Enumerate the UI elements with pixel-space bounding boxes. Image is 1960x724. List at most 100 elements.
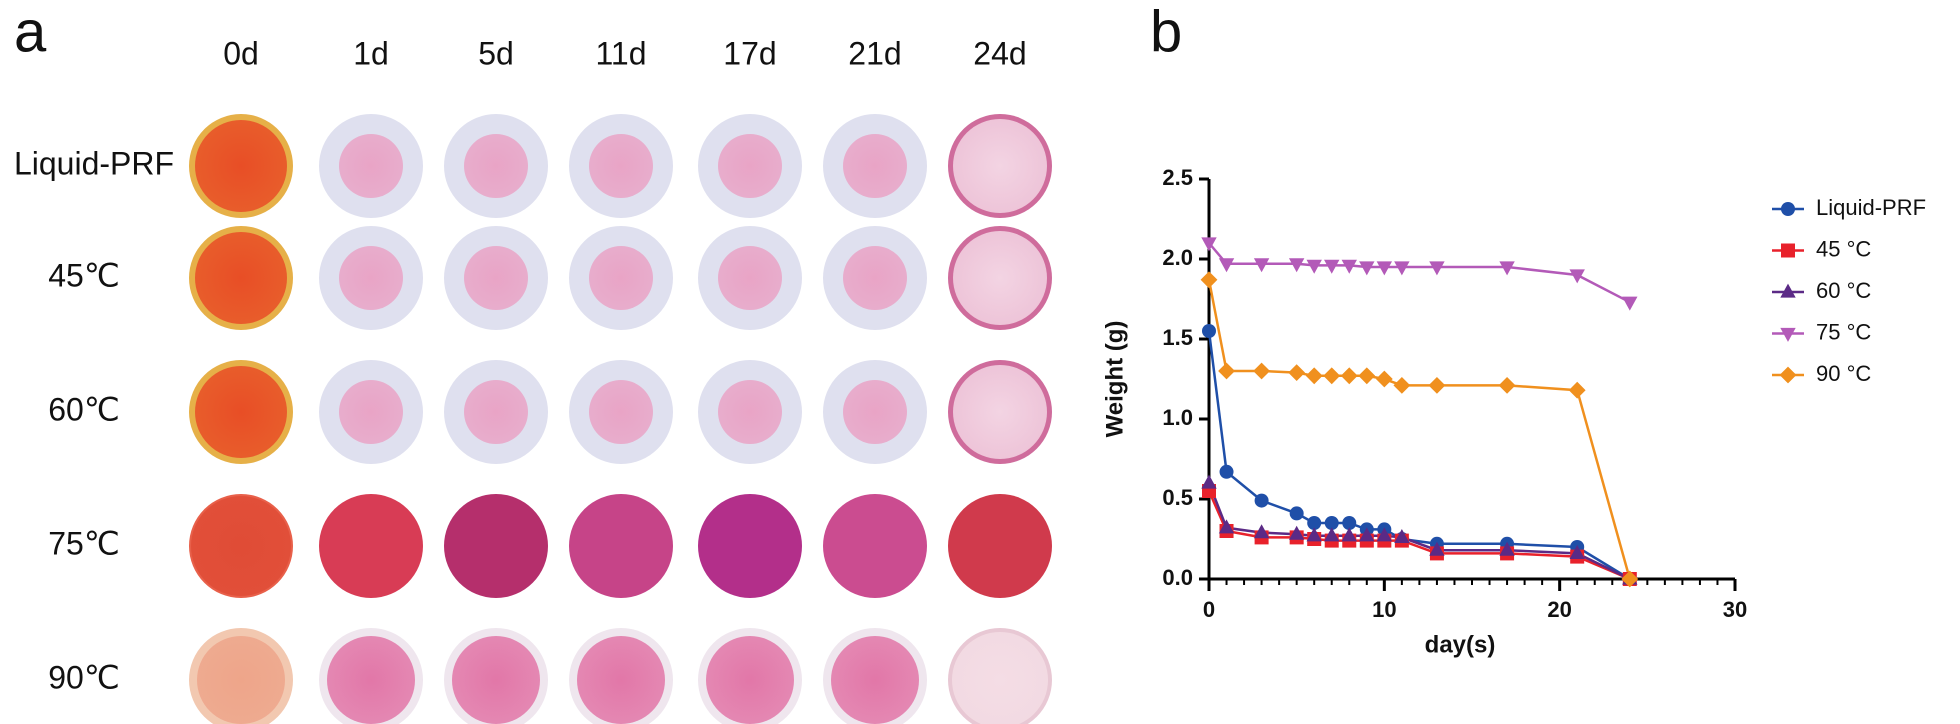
marker (1341, 259, 1357, 274)
marker (1622, 296, 1638, 311)
marker (1323, 367, 1341, 385)
marker (1394, 261, 1410, 276)
marker (1253, 258, 1270, 273)
sample (464, 134, 528, 198)
row-label: 90℃ (48, 659, 120, 695)
sample (339, 380, 403, 444)
marker (1781, 243, 1795, 258)
marker (1375, 370, 1393, 388)
row-label: 75℃ (48, 525, 120, 561)
marker (1428, 377, 1446, 394)
row-label: Liquid-PRF (14, 145, 174, 181)
sample (953, 119, 1047, 213)
sample (952, 632, 1048, 724)
row-label: 60℃ (48, 391, 120, 427)
marker (1393, 377, 1411, 394)
marker (1342, 516, 1357, 530)
panel-label: a (14, 0, 47, 64)
marker (1253, 362, 1270, 380)
marker (1568, 381, 1586, 399)
x-axis-label: day(s) (1425, 631, 1496, 658)
y-axis-label: Weight (g) (1101, 321, 1128, 438)
legend-label: 45 °C (1816, 236, 1871, 261)
marker (1201, 237, 1217, 252)
series-line (1208, 242, 1631, 304)
y-tick-label: 2.0 (1162, 245, 1193, 270)
sample (452, 636, 540, 724)
marker (1306, 527, 1322, 542)
sample (952, 498, 1048, 594)
marker (1200, 271, 1218, 289)
legend-label: Liquid-PRF (1816, 195, 1926, 220)
sample (195, 366, 287, 458)
marker (1324, 259, 1340, 274)
sample (589, 246, 653, 310)
marker (1498, 377, 1516, 394)
marker (1780, 283, 1796, 298)
sample (589, 380, 653, 444)
marker (1305, 367, 1323, 385)
x-tick-label: 30 (1723, 597, 1747, 622)
column-header: 21d (848, 35, 901, 71)
x-tick-label: 10 (1372, 597, 1396, 622)
row-label: 45℃ (48, 257, 120, 293)
marker (1306, 259, 1322, 274)
y-tick-label: 1.5 (1162, 325, 1193, 350)
sample (843, 134, 907, 198)
sample (953, 365, 1047, 459)
marker (1202, 324, 1216, 338)
legend-label: 60 °C (1816, 278, 1871, 303)
marker (1376, 527, 1393, 542)
marker (1324, 527, 1340, 542)
series-line (1207, 482, 1631, 581)
legend-label: 75 °C (1816, 319, 1871, 344)
panel-label: b (1150, 0, 1182, 64)
sample (589, 134, 653, 198)
sample (339, 134, 403, 198)
sample (197, 636, 285, 724)
sample (195, 120, 287, 212)
sample (843, 246, 907, 310)
sample (464, 246, 528, 310)
y-tick-label: 2.5 (1162, 165, 1193, 190)
marker (1201, 474, 1217, 489)
marker (1218, 362, 1235, 380)
marker (1358, 367, 1376, 385)
sample (327, 636, 415, 724)
x-tick-label: 0 (1203, 597, 1215, 622)
sample (339, 246, 403, 310)
column-header: 0d (223, 35, 259, 71)
sample (195, 232, 287, 324)
marker (1288, 364, 1306, 381)
marker (1288, 525, 1305, 540)
sample (718, 134, 782, 198)
sample (448, 498, 544, 594)
marker (1429, 261, 1445, 276)
column-header: 11d (595, 35, 646, 71)
sample (831, 636, 919, 724)
sample (843, 380, 907, 444)
marker (1376, 261, 1393, 276)
marker (1341, 527, 1357, 542)
marker (1394, 529, 1410, 543)
marker (1499, 541, 1515, 556)
marker (1779, 366, 1797, 384)
sample (702, 498, 798, 594)
column-header: 24d (973, 35, 1026, 71)
sample (464, 380, 528, 444)
marker (1429, 541, 1445, 556)
sample (577, 636, 665, 724)
sample (827, 498, 923, 594)
marker (1218, 519, 1235, 534)
sample (323, 498, 419, 594)
marker (1359, 527, 1375, 542)
y-tick-label: 0.5 (1162, 485, 1193, 510)
sample (953, 231, 1047, 325)
x-tick-label: 20 (1547, 597, 1571, 622)
legend-label: 90 °C (1816, 361, 1871, 386)
marker (1254, 493, 1269, 508)
y-tick-label: 1.0 (1162, 405, 1193, 430)
sample (191, 496, 291, 596)
marker (1569, 269, 1585, 284)
marker (1340, 367, 1358, 385)
